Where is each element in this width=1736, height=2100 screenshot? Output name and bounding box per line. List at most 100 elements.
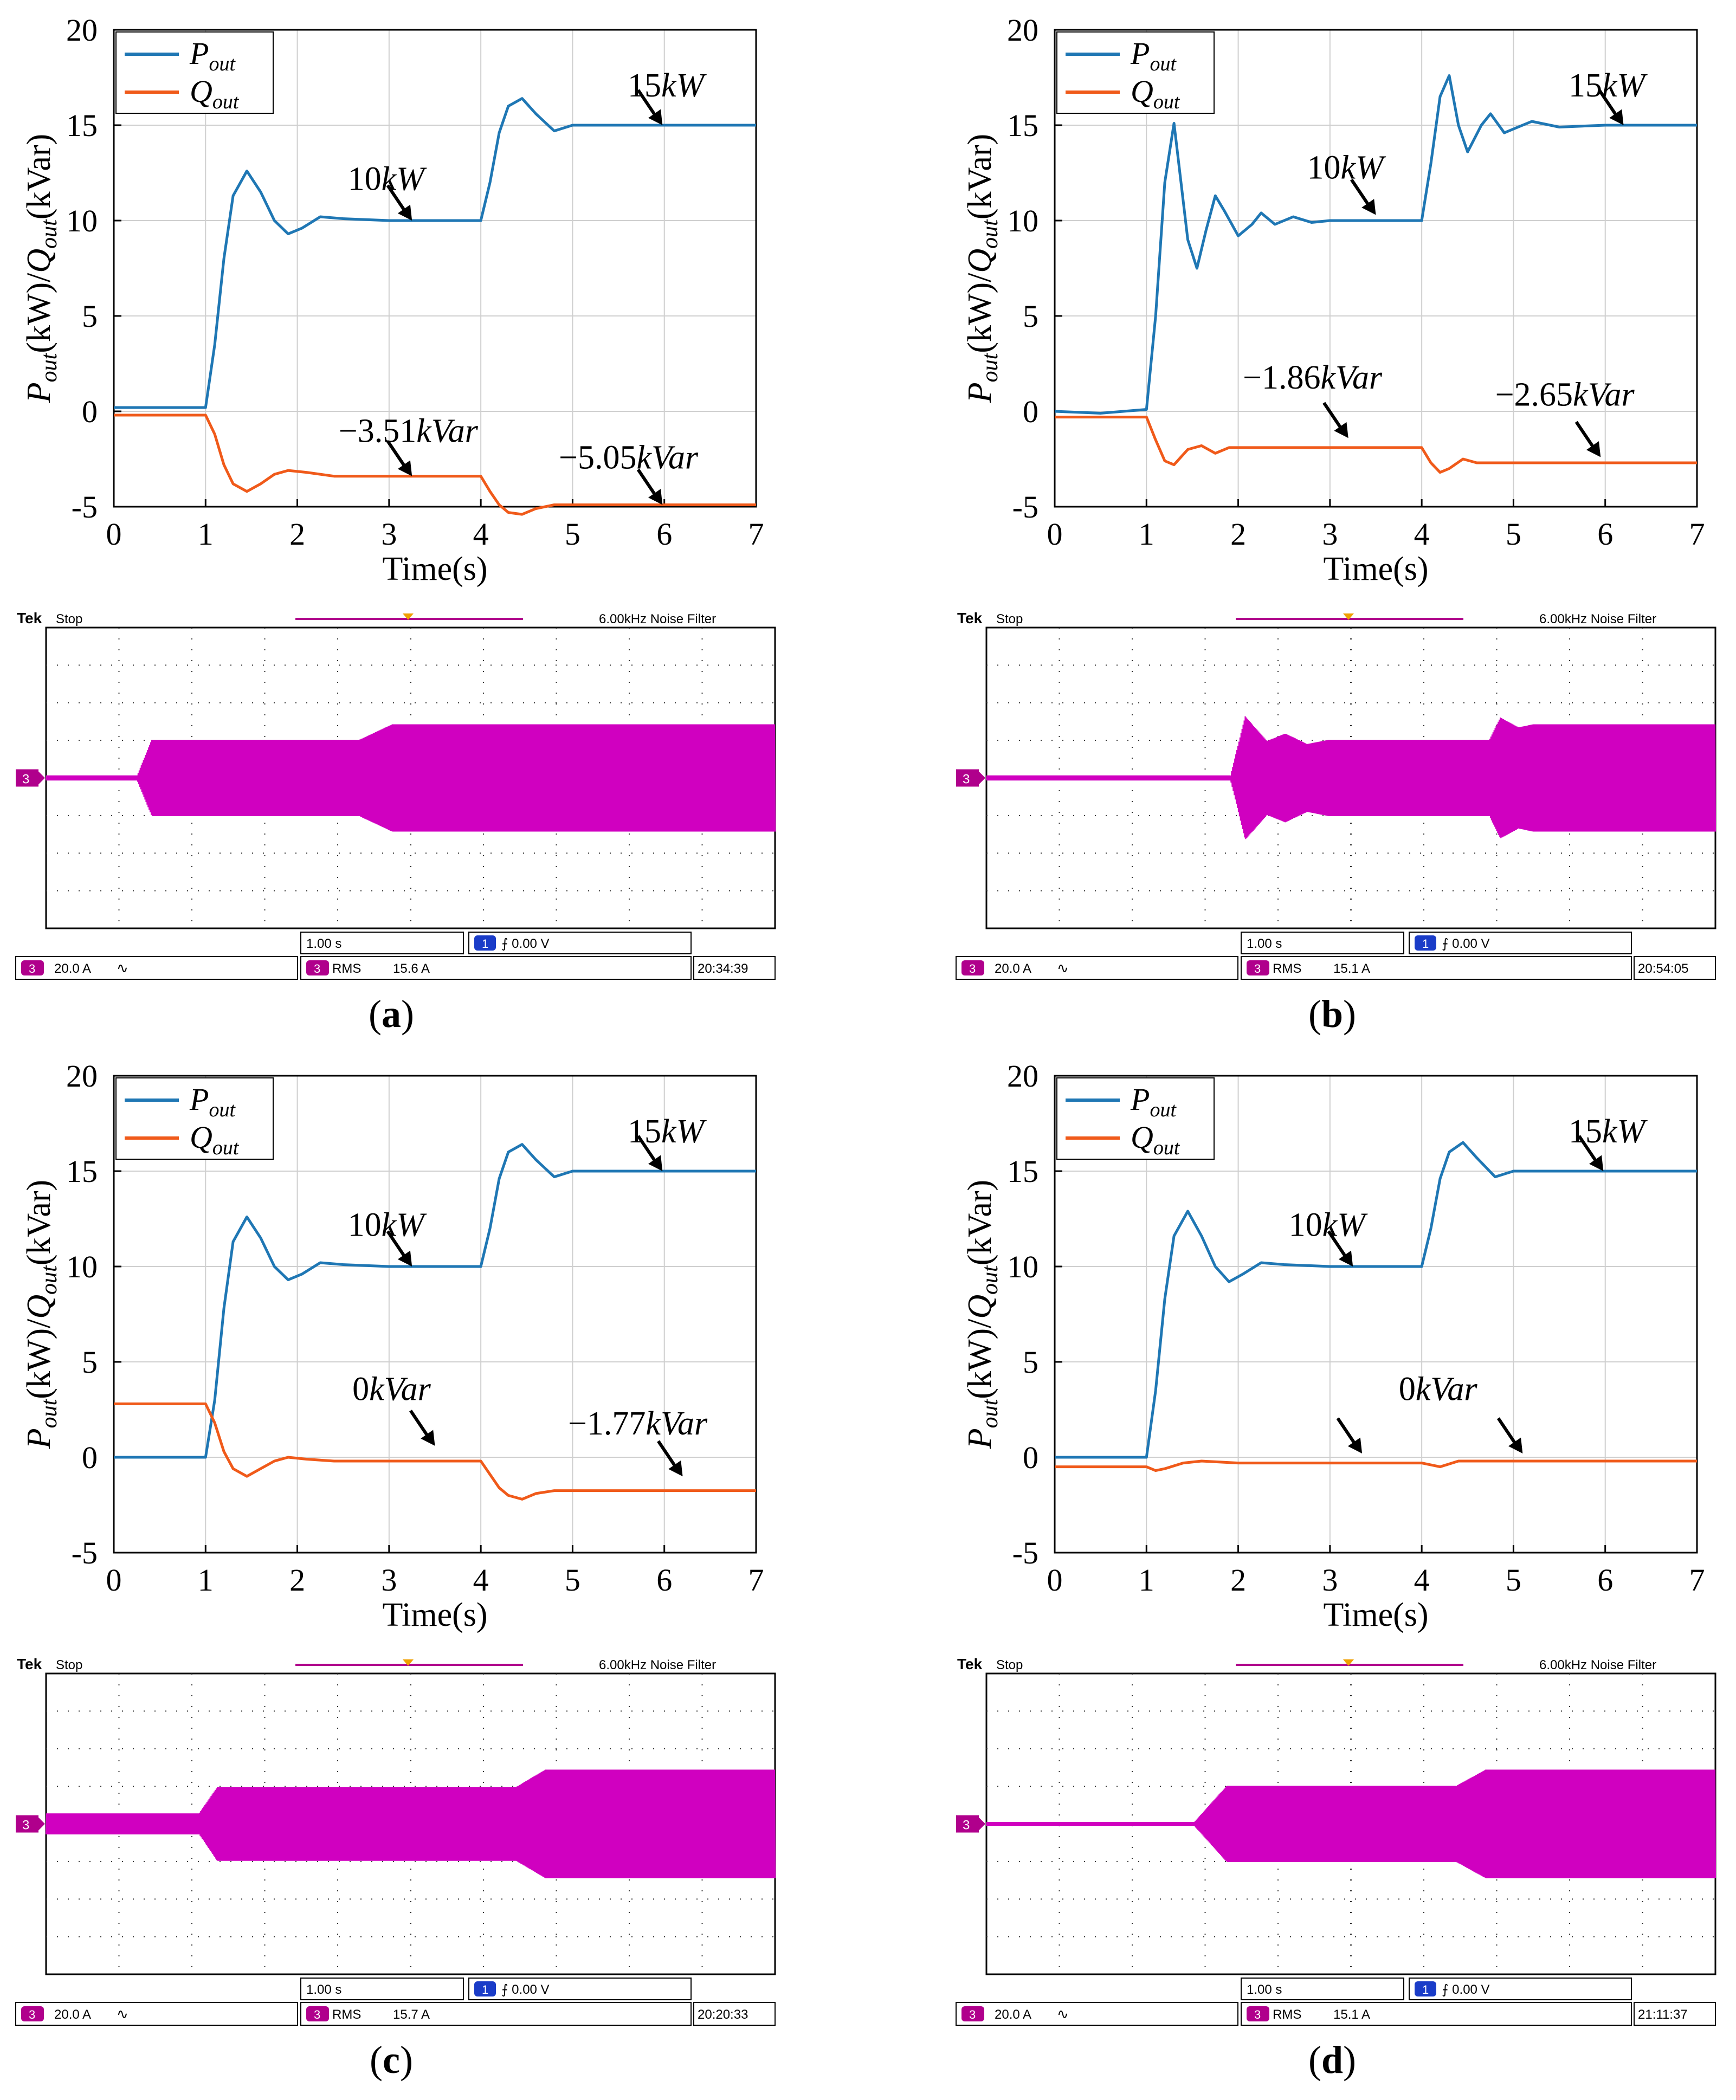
annotation-arrowhead bbox=[1347, 1437, 1363, 1453]
y-tick-label: -5 bbox=[1012, 489, 1038, 525]
legend-label-q-sub: out bbox=[1153, 91, 1180, 113]
annotation: 10kW bbox=[348, 1207, 427, 1267]
y-axis-label: Pout(kW)/Qout(kVar) bbox=[961, 1180, 1003, 1449]
channel-marker bbox=[956, 1815, 979, 1833]
timebase-box bbox=[1241, 932, 1404, 954]
y-tick-label: 15 bbox=[1007, 108, 1038, 143]
trigger-position-marker bbox=[403, 1659, 414, 1666]
scale-value: 20.0 A bbox=[54, 2007, 91, 2022]
trigger-channel-label: 1 bbox=[482, 937, 488, 951]
measure-label: RMS bbox=[332, 2007, 361, 2022]
measure-box bbox=[300, 956, 692, 980]
measure-label: RMS bbox=[332, 961, 361, 976]
x-tick-label: 1 bbox=[198, 516, 214, 552]
y-tick-label: 15 bbox=[66, 1154, 98, 1189]
annotation-label: 0kVar bbox=[1399, 1371, 1478, 1407]
scope-filter: 6.00kHz Noise Filter bbox=[1539, 612, 1656, 626]
plot-frame bbox=[1054, 1075, 1698, 1554]
scope-trace bbox=[985, 1769, 1716, 1878]
annotation-label: −1.77kVar bbox=[568, 1405, 708, 1442]
x-tick-label: 5 bbox=[1506, 516, 1521, 552]
y-tick-label: 20 bbox=[1007, 12, 1038, 48]
clock-box bbox=[1634, 2002, 1716, 2026]
channel-marker-label: 3 bbox=[22, 1818, 29, 1833]
x-tick-label: 6 bbox=[1597, 516, 1613, 552]
y-tick-label: 0 bbox=[82, 1440, 98, 1475]
scope-trace bbox=[45, 724, 776, 832]
trigger-box bbox=[468, 1978, 692, 2000]
y-tick-label: 20 bbox=[1007, 1058, 1038, 1094]
trigger-channel-badge bbox=[474, 935, 496, 951]
clock-box bbox=[693, 2002, 776, 2026]
measure-box bbox=[300, 2002, 692, 2026]
trigger-box bbox=[1409, 1978, 1632, 2000]
y-tick-label: 10 bbox=[66, 203, 98, 238]
annotation-arrowhead bbox=[1589, 1155, 1604, 1171]
x-tick-label: 0 bbox=[106, 516, 122, 552]
scope-brand: Tek bbox=[957, 610, 983, 626]
legend-box bbox=[1056, 1077, 1215, 1160]
y-tick-label: 20 bbox=[66, 1058, 98, 1094]
scale-value: 20.0 A bbox=[54, 961, 91, 976]
annotation-label: 15kW bbox=[1569, 1113, 1648, 1150]
x-tick-label: 1 bbox=[198, 1562, 214, 1598]
timebase-value: 1.00 s bbox=[306, 1982, 341, 1997]
line-chart-a: 0 1 2 3 4 5 6 7-505101520PoutQoutPout(kW)/Qout(… bbox=[21, 12, 764, 587]
x-tick-label: 5 bbox=[565, 1562, 580, 1598]
clock-time: 20:54:05 bbox=[1638, 961, 1688, 976]
measure-value: 15.1 A bbox=[1333, 2007, 1370, 2022]
measure-channel-label: 3 bbox=[314, 2008, 320, 2021]
annotation: 0kVar bbox=[1336, 1371, 1478, 1453]
y-axis-label: Pout(kW)/Qout(kVar) bbox=[21, 1180, 62, 1449]
x-tick-label: 7 bbox=[1689, 516, 1705, 552]
scope-filter: 6.00kHz Noise Filter bbox=[599, 612, 716, 626]
timebase-value: 1.00 s bbox=[1247, 1982, 1282, 1997]
x-tick-label: 0 bbox=[106, 1562, 122, 1598]
y-tick-label: 0 bbox=[1023, 394, 1038, 429]
plot-frame bbox=[113, 29, 757, 508]
x-tick-label: 5 bbox=[565, 516, 580, 552]
x-axis-label: Time(s) bbox=[382, 551, 487, 587]
annotation-label: 10kW bbox=[348, 161, 428, 198]
scope-trace bbox=[985, 716, 1716, 839]
trigger-box bbox=[468, 932, 692, 954]
legend-label-q-sub: out bbox=[212, 91, 240, 113]
y-tick-label: 5 bbox=[1023, 1345, 1038, 1380]
trigger-channel-badge bbox=[1415, 1981, 1436, 1996]
x-tick-label: 7 bbox=[1689, 1562, 1705, 1598]
channel-marker bbox=[16, 1815, 38, 1833]
annotation-label: −2.65kVar bbox=[1495, 376, 1635, 413]
x-tick-label: 4 bbox=[1414, 516, 1430, 552]
caption-c: (c) bbox=[370, 2038, 413, 2082]
coupling-symbol: ∿ bbox=[117, 2006, 128, 2022]
channel-marker bbox=[956, 769, 979, 787]
coupling-symbol: ∿ bbox=[1057, 960, 1069, 976]
line-chart-d: 0 1 2 3 4 5 6 7-505101520PoutQoutPout(kW)/Qout(… bbox=[961, 1058, 1705, 1633]
x-tick-label: 4 bbox=[473, 516, 489, 552]
panel-a: 0 1 2 3 4 5 6 7 -5 0 5 10 15 20 Pout Qout Pout(kW)/Qout(… bbox=[0, 0, 786, 596]
measure-value: 15.1 A bbox=[1333, 961, 1370, 976]
scope-brand: Tek bbox=[17, 1656, 42, 1672]
x-axis-label: Time(s) bbox=[382, 1597, 487, 1633]
scale-box bbox=[956, 2002, 1238, 2026]
x-tick-label: 1 bbox=[1139, 516, 1154, 552]
x-tick-label: 7 bbox=[748, 516, 764, 552]
channel-marker-label: 3 bbox=[963, 772, 970, 787]
annotation: −1.77kVar bbox=[568, 1405, 708, 1477]
x-axis-label: Time(s) bbox=[1323, 551, 1428, 587]
annotation-arrowhead bbox=[1508, 1437, 1523, 1453]
caption-d: (d) bbox=[1308, 2038, 1356, 2082]
y-tick-label: 5 bbox=[1023, 299, 1038, 334]
scope-brand: Tek bbox=[957, 1656, 983, 1672]
annotation-arrowhead bbox=[1334, 422, 1348, 438]
annotation: 15kW bbox=[1569, 1113, 1648, 1171]
trigger-value: ⨍ 0.00 V bbox=[1442, 936, 1490, 951]
channel-marker-arrow bbox=[38, 771, 45, 785]
scope-brand: Tek bbox=[17, 610, 42, 626]
scale-box bbox=[956, 956, 1238, 980]
coupling-symbol: ∿ bbox=[117, 960, 128, 976]
trigger-channel-badge bbox=[1415, 935, 1436, 951]
scale-box bbox=[15, 956, 298, 980]
